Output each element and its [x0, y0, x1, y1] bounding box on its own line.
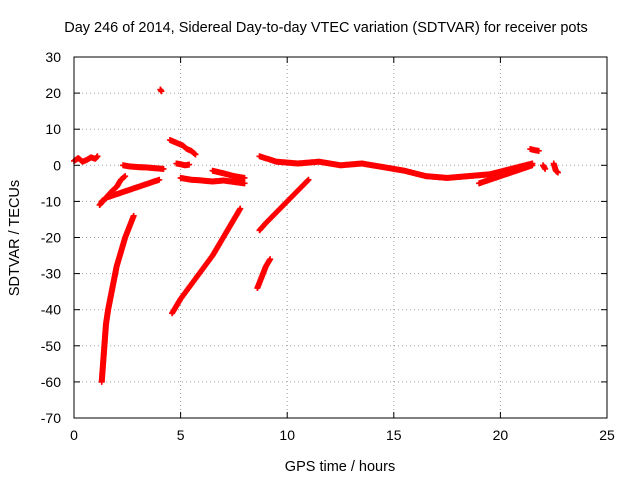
y-tick-label: -70: [41, 410, 61, 426]
series-arc-15: [476, 162, 536, 187]
data-point-fill: [240, 174, 247, 181]
y-tick-label: -60: [41, 374, 61, 390]
data-point-fill: [157, 87, 164, 94]
y-tick-label: -40: [41, 302, 61, 318]
series-arc-1: [71, 153, 101, 165]
y-tick-label: 10: [45, 121, 61, 137]
x-tick-label: 0: [70, 427, 78, 443]
data-point-fill: [236, 206, 243, 213]
series-arc-8: [173, 160, 193, 169]
y-tick-label: -20: [41, 230, 61, 246]
data-point-fill: [130, 213, 137, 220]
data-point-fill: [93, 154, 100, 161]
data-point-fill: [159, 165, 166, 172]
y-tick-label: 30: [45, 49, 61, 65]
series-arc-17: [540, 162, 549, 172]
data-point-fill: [191, 150, 198, 157]
series-arc-6: [157, 86, 165, 95]
x-axis-label: GPS time / hours: [285, 459, 395, 475]
series-arc-4: [98, 212, 137, 385]
y-tick-label: -10: [41, 193, 61, 209]
data-point-fill: [121, 173, 128, 180]
grid: [74, 57, 607, 418]
y-tick-label: 20: [45, 85, 61, 101]
x-tick-label: 20: [493, 427, 509, 443]
series-arc-16: [527, 146, 542, 154]
y-tick-label: 0: [53, 157, 61, 173]
axis-ticks: 0 5 10 15 20 25 -70 -60 -50 -40 -30 -20 -10 0 10 20 30: [41, 49, 615, 443]
data-point-fill: [528, 162, 535, 169]
series-arc-18: [550, 160, 561, 176]
data-point-fill: [155, 177, 162, 184]
data-point-fill: [266, 257, 273, 264]
y-tick-label: -30: [41, 266, 61, 282]
chart-title: Day 246 of 2014, Sidereal Day-to-day VTE…: [64, 20, 588, 36]
data-point-fill: [534, 147, 541, 154]
y-axis-label: SDTVAR / TECUs: [7, 180, 23, 296]
series-arc-3: [98, 176, 163, 205]
x-tick-label: 10: [279, 427, 295, 443]
y-tick-label: -50: [41, 338, 61, 354]
data-point-fill: [541, 165, 548, 172]
data-point-fill: [304, 177, 311, 184]
data-point-fill: [185, 161, 192, 168]
series-arc-5: [120, 162, 167, 172]
series-arc-9: [169, 205, 244, 317]
series-arc-7: [166, 137, 199, 158]
data-point-fill: [240, 180, 247, 187]
plot-frame: [73, 56, 608, 419]
series-arc-10: [177, 174, 248, 187]
series-arc-12: [254, 256, 274, 292]
data-points: [71, 86, 561, 385]
series-arc-14: [256, 153, 536, 181]
data-point-fill: [303, 178, 310, 185]
x-tick-label: 15: [386, 427, 402, 443]
x-tick-label: 25: [599, 427, 615, 443]
data-point-fill: [554, 168, 561, 175]
series-arc-13: [256, 176, 312, 234]
x-tick-label: 5: [177, 427, 185, 443]
series-arc-11: [209, 167, 248, 181]
